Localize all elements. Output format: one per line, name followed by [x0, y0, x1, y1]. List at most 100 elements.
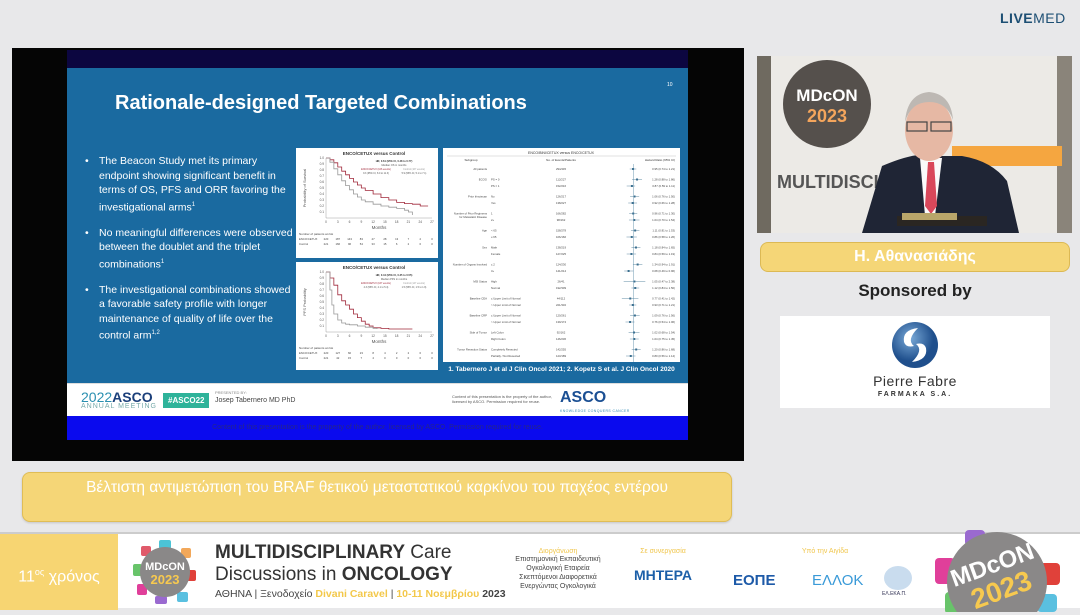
slide-title: Rationale-designed Targeted Combinations: [115, 92, 527, 114]
subgroup-level: Left Colon: [491, 331, 504, 335]
at-risk-value: 4: [372, 356, 374, 360]
legend-entry: Control (167 events): [403, 168, 425, 171]
x-tick-label: 12: [371, 334, 375, 338]
x-tick-label: 0: [325, 220, 327, 224]
hr-point: [633, 280, 636, 283]
hr-point: [630, 236, 633, 238]
hr-label: 1.34 (0.94 to 1.91): [652, 263, 675, 267]
banner-title-line1: MULTIDISCIPLINARY Care: [215, 542, 452, 563]
y-tick-label: 1.0: [320, 156, 325, 160]
hr-point: [631, 304, 634, 306]
presentation-video[interactable]: 10 Rationale-designed Targeted Combinati…: [12, 48, 744, 461]
hr-point: [635, 348, 638, 351]
eleka-label: ΕΛ.ΕΚΑ.Π.: [882, 591, 907, 597]
at-risk-value: 221: [324, 242, 329, 246]
y-tick-label: 1.0: [320, 270, 325, 274]
banner-title-line2: Discussions in ONCOLOGY: [215, 564, 453, 585]
hr-label: 1.09 (0.76 to 1.56): [652, 314, 675, 318]
bullet-item: No meaningful differences were observed …: [85, 226, 295, 272]
forest-title: ENCO/BINI/CETUX versus ENCO/CETUX: [528, 151, 595, 155]
sponsor-name: Pierre Fabre: [873, 373, 957, 389]
logo-year: 2023: [151, 572, 180, 587]
hr-label: 0.76 (0.54 to 1.06): [652, 320, 675, 324]
chart-title: ENCO/CETUX versus Control: [343, 151, 406, 156]
events-patients: 26/41: [558, 280, 565, 284]
y-tick-label: 0.3: [320, 198, 325, 202]
slide-number: 10: [667, 82, 673, 88]
at-risk-value: 33: [372, 242, 376, 246]
hr-point: [629, 321, 632, 323]
hr-point: [629, 297, 632, 300]
events-patients: 112/227: [556, 178, 566, 182]
x-tick-label: 24: [418, 220, 422, 224]
events-patients: 106/166: [556, 235, 567, 239]
y-tick-label: 0.4: [320, 306, 325, 310]
sponsored-by-label: Sponsored by: [858, 281, 972, 300]
x-tick-label: 12: [371, 220, 375, 224]
column-header: Subgroup: [464, 158, 477, 162]
hr-point: [636, 263, 639, 266]
presenter-name: Josep Tabernero MD PhD: [215, 397, 296, 404]
at-risk-arm: Control: [299, 356, 308, 360]
hr-label: 1.12 (0.84 to 1.50): [652, 286, 675, 290]
asco-logo: ASCO: [560, 389, 607, 406]
subgroup-level: Partially / Not Resected: [491, 354, 521, 358]
hr-label: 0.95 (0.74 to 1.21): [652, 167, 675, 171]
at-risk-value: 42: [336, 356, 340, 360]
at-risk-value: 0: [431, 351, 433, 355]
y-tick-label: 0.6: [320, 294, 325, 298]
x-tick-label: 21: [407, 220, 411, 224]
hr-label: 1.04 (0.75 to 1.45): [652, 337, 675, 341]
at-risk-value: 23: [360, 351, 364, 355]
events-patients: 141/214: [556, 269, 567, 273]
backdrop-logo-year: 2023: [807, 106, 847, 126]
hr-point: [632, 212, 635, 215]
at-risk-value: 83: [360, 237, 364, 241]
hr-point: [630, 253, 633, 255]
y-tick-label: 0.2: [320, 204, 325, 208]
y-tick-label: 0.9: [320, 276, 325, 280]
survival-curve-control: [326, 271, 378, 329]
subgroup-label: Baseline CEA: [470, 297, 487, 301]
subgroup-level: High: [491, 280, 497, 284]
hr-point: [627, 270, 630, 272]
at-risk-value: 0: [419, 242, 421, 246]
events-patients: 138/219: [556, 246, 567, 250]
at-risk-value: 4: [384, 351, 386, 355]
at-risk-value: 0: [431, 237, 433, 241]
hr-point: [634, 287, 637, 289]
references: 1. Tabernero J et al J Clin Oncol 2021; …: [448, 366, 675, 373]
x-tick-label: 21: [407, 334, 411, 338]
sponsor-subtitle: FARMAKA S.A.: [877, 391, 953, 398]
organizer: Διοργάνωση Επιστημονική Εκπαιδευτική Ογκο…: [515, 548, 601, 590]
logo-text: MDcON: [145, 561, 185, 573]
y-axis-label: Probability of Survival: [302, 169, 307, 208]
hr-point: [633, 331, 636, 334]
events-patients: 124/230: [556, 263, 567, 267]
subgroup-level: No: [491, 195, 495, 199]
y-tick-label: 0.8: [320, 168, 325, 172]
events-patients: 294/445: [556, 167, 567, 171]
hr-label: 0.68 (0.49 to 0.96): [652, 269, 675, 273]
presented-by-label: PRESENTED BY:: [215, 390, 247, 395]
survival-curve-control: [326, 157, 413, 215]
banner-venue: ΑΘΗΝΑ | Ξενοδοχείο Divani Caravel | 10-1…: [215, 588, 506, 600]
x-tick-label: 15: [383, 334, 387, 338]
at-risk-label: Number of patients at risk: [299, 232, 334, 236]
mdcon-logo: MDcON 2023: [133, 540, 197, 604]
y-tick-label: 0.5: [320, 186, 325, 190]
hr-label: 0.77 (0.41 to 1.42): [652, 297, 675, 301]
subgroup-label: Age: [482, 229, 487, 233]
subgroup-label: All patients: [473, 167, 487, 171]
events-patients: 146/236: [556, 337, 567, 341]
at-risk-value: 47: [372, 237, 376, 241]
y-tick-label: 0.5: [320, 300, 325, 304]
subgroup-level: > Upper Limit of Normal: [491, 303, 521, 307]
y-tick-label: 0.9: [320, 162, 325, 166]
legend-entry: ENCO/CETUX (167 events): [361, 282, 391, 285]
events-patients: 142/255: [556, 348, 567, 352]
livemed-logo: LIVEMED: [1000, 10, 1066, 26]
median-label: Median OS in months: [382, 163, 408, 167]
bullet-item: The Beacon Study met its primary endpoin…: [85, 154, 295, 215]
backdrop-logo-text: MDcON: [796, 86, 857, 105]
